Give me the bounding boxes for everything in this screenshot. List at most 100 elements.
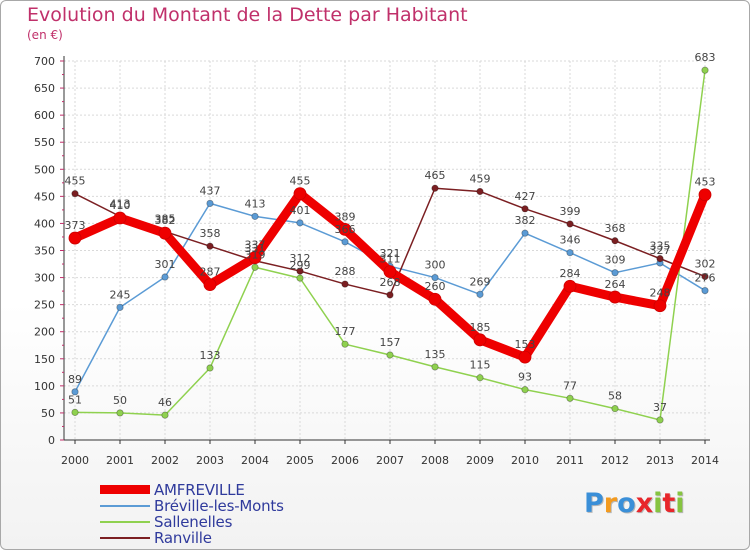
x-tick-label: 2006: [331, 454, 359, 467]
logo-letter: i: [675, 488, 685, 519]
y-tick-label: 150: [34, 353, 55, 366]
legend-swatch: [100, 485, 150, 494]
data-point: [161, 411, 169, 419]
data-label: 288: [335, 265, 356, 278]
data-point: [296, 219, 304, 227]
y-tick-label: 350: [34, 245, 55, 258]
data-point: [158, 226, 172, 240]
data-label: 346: [560, 234, 581, 247]
logo-letter: i: [653, 488, 663, 519]
x-axis-ticks: 2000 2001 2002 2003 2004 2005 2006 2007 2008 2009…: [61, 440, 719, 467]
data-point: [68, 231, 82, 245]
data-point: [611, 237, 619, 245]
data-point: [566, 220, 574, 228]
data-point: [521, 386, 529, 394]
data-label: 302: [695, 257, 716, 270]
x-tick-label: 2007: [376, 454, 404, 467]
data-label: 413: [110, 197, 131, 210]
x-tick-label: 2001: [106, 454, 134, 467]
data-point: [473, 333, 487, 347]
chart-title: Evolution du Montant de la Dette par Hab…: [27, 4, 468, 26]
data-label: 399: [560, 205, 581, 218]
legend-label: Ranville: [154, 529, 212, 547]
data-point: [476, 290, 484, 298]
data-label: 321: [380, 247, 401, 260]
data-label: 77: [563, 379, 577, 392]
legend-label: Sallenelles: [154, 513, 233, 531]
series-group: [68, 66, 712, 424]
data-point: [428, 292, 442, 306]
legend-label: AMFREVILLE: [154, 481, 245, 499]
x-tick-label: 2009: [466, 454, 494, 467]
y-tick-label: 650: [34, 82, 55, 95]
data-point: [566, 394, 574, 402]
data-point: [386, 351, 394, 359]
data-label: 683: [695, 51, 716, 64]
data-labels: 373 410 382 287 337 455 389 311 260 185 153 284 264 2…: [65, 51, 716, 414]
data-point: [203, 278, 217, 292]
data-label: 133: [200, 349, 221, 362]
x-tick-label: 2012: [601, 454, 629, 467]
data-label: 401: [290, 204, 311, 217]
data-label: 58: [608, 390, 622, 403]
data-label: 366: [335, 223, 356, 236]
data-point: [653, 299, 667, 313]
legend-swatch: [100, 505, 150, 507]
data-point: [521, 229, 529, 237]
logo-letter: t: [662, 488, 676, 519]
y-tick-label: 700: [34, 55, 55, 68]
data-point: [251, 263, 259, 271]
data-label: 93: [518, 371, 532, 384]
data-point: [293, 187, 307, 201]
legend-swatch: [100, 521, 150, 523]
data-label: 312: [290, 252, 311, 265]
x-tick-label: 2002: [151, 454, 179, 467]
data-point: [251, 212, 259, 220]
data-point: [248, 251, 262, 264]
data-point: [113, 211, 127, 225]
data-point: [476, 187, 484, 196]
data-point: [206, 364, 214, 372]
y-tick-label: 400: [34, 217, 55, 230]
y-tick-label: 450: [34, 190, 55, 203]
data-label: 455: [290, 175, 311, 188]
data-point: [521, 205, 529, 213]
data-label: 382: [515, 214, 536, 227]
data-label: 157: [380, 336, 401, 349]
logo-letter: x: [635, 488, 654, 519]
logo-letter: r: [603, 488, 618, 519]
data-label: 331: [245, 242, 266, 255]
data-point: [701, 272, 709, 281]
data-point: [71, 388, 79, 396]
data-label: 413: [245, 197, 266, 210]
data-label: 465: [425, 169, 446, 182]
data-label: 276: [695, 272, 716, 285]
y-tick-label: 200: [34, 326, 55, 339]
data-label: 327: [650, 244, 671, 257]
data-label: 153: [515, 338, 536, 351]
data-label: 37: [653, 401, 667, 414]
axes: [63, 56, 710, 441]
y-axis-unit: (en €): [27, 28, 63, 42]
x-tick-label: 2008: [421, 454, 449, 467]
data-label: 427: [515, 190, 536, 203]
y-tick-label: 0: [48, 434, 55, 447]
data-point: [701, 286, 709, 295]
data-label: 300: [425, 259, 446, 272]
data-point: [656, 416, 664, 424]
data-label: 389: [335, 210, 356, 223]
data-label: 382: [155, 214, 176, 227]
data-label: 437: [200, 184, 221, 197]
data-label: 453: [695, 176, 716, 189]
y-tick-label: 250: [34, 299, 55, 312]
y-tick-label: 500: [34, 163, 55, 176]
data-point: [206, 242, 214, 250]
data-label: 269: [470, 275, 491, 288]
logo-letter: o: [617, 488, 636, 519]
data-label: 309: [605, 254, 626, 267]
data-label: 459: [470, 172, 491, 185]
data-point: [386, 291, 394, 299]
data-point: [431, 363, 439, 371]
data-point: [611, 404, 619, 413]
